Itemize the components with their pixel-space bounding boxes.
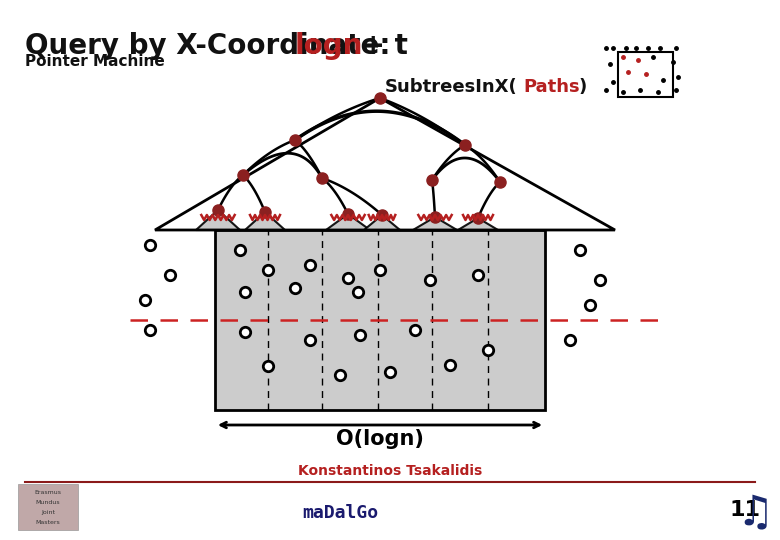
Polygon shape [245,212,285,230]
Text: Mundus: Mundus [36,500,60,505]
Text: Joint: Joint [41,510,55,515]
Bar [18,484,78,530]
Text: O(logn): O(logn) [336,429,424,449]
Polygon shape [458,218,498,230]
Polygon shape [364,215,400,230]
Text: Konstantinos Tsakalidis: Konstantinos Tsakalidis [298,464,482,478]
Text: Pointer Machine: Pointer Machine [25,54,165,69]
Text: Masters: Masters [36,520,60,525]
Bar [215,230,545,410]
Text: ♫: ♫ [736,491,774,533]
Text: maDalGo: maDalGo [302,504,378,522]
Text: Erasmus: Erasmus [34,490,62,495]
Polygon shape [326,214,370,230]
Text: SubtreesInX(: SubtreesInX( [385,78,518,96]
Text: logn: logn [295,32,363,60]
Polygon shape [196,210,240,230]
Text: Paths: Paths [523,78,580,96]
Text: Query by X-Coordinate:: Query by X-Coordinate: [25,32,400,60]
Text: + t: + t [352,32,408,60]
Text: ): ) [578,78,587,96]
Bar [618,52,673,97]
Text: 11: 11 [729,500,760,520]
Polygon shape [413,217,457,230]
